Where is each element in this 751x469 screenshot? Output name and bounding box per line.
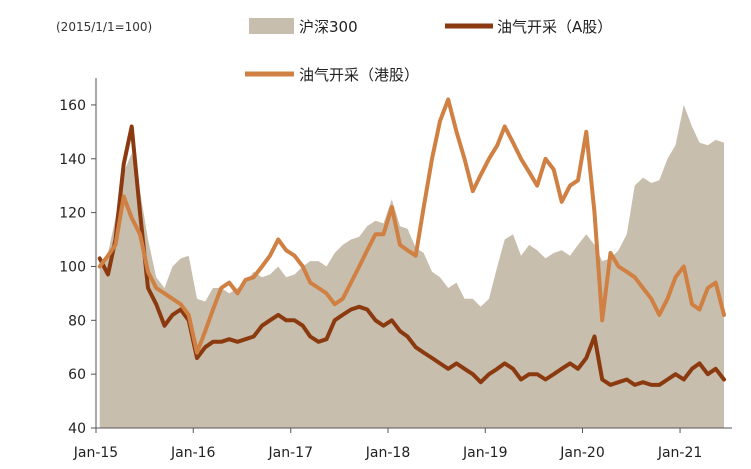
x-tick-label: Jan-16: [170, 445, 216, 461]
y-tick-label: 80: [68, 313, 86, 329]
y-tick-label: 100: [59, 259, 86, 275]
series-2-line: [97, 97, 726, 355]
legend-swatch-hs300: [249, 18, 294, 34]
area-layer: [99, 104, 724, 429]
legend-label-a-share: 油气开采（A股）: [497, 18, 612, 36]
series-0-area: [99, 104, 724, 429]
unit-note: (2015/1/1=100): [56, 20, 152, 34]
x-tick-label: Jan-15: [73, 445, 118, 461]
x-tick-label: Jan-17: [268, 445, 313, 461]
y-tick-label: 60: [68, 367, 86, 383]
legend-label-hs300: 沪深300: [299, 18, 358, 36]
x-tick-label: Jan-19: [462, 445, 507, 461]
y-tick-label: 160: [59, 98, 86, 114]
y-tick-label: 40: [68, 421, 86, 437]
y-axis-ticks: 40 60 80 100 120 140 160: [59, 98, 96, 437]
y-tick-label: 120: [59, 206, 86, 222]
x-tick-label: Jan-18: [365, 445, 410, 461]
x-tick-label: Jan-21: [657, 445, 702, 461]
x-tick-label: Jan-20: [559, 445, 604, 461]
line-layer: [97, 97, 726, 387]
legend-label-hk-share: 油气开采（港股）: [299, 66, 419, 84]
series-1-line: [97, 124, 726, 387]
x-axis-ticks: Jan-15 Jan-16 Jan-17 Jan-18 Jan-19 Jan-20 Jan-…: [73, 428, 702, 461]
y-tick-label: 140: [59, 152, 86, 168]
